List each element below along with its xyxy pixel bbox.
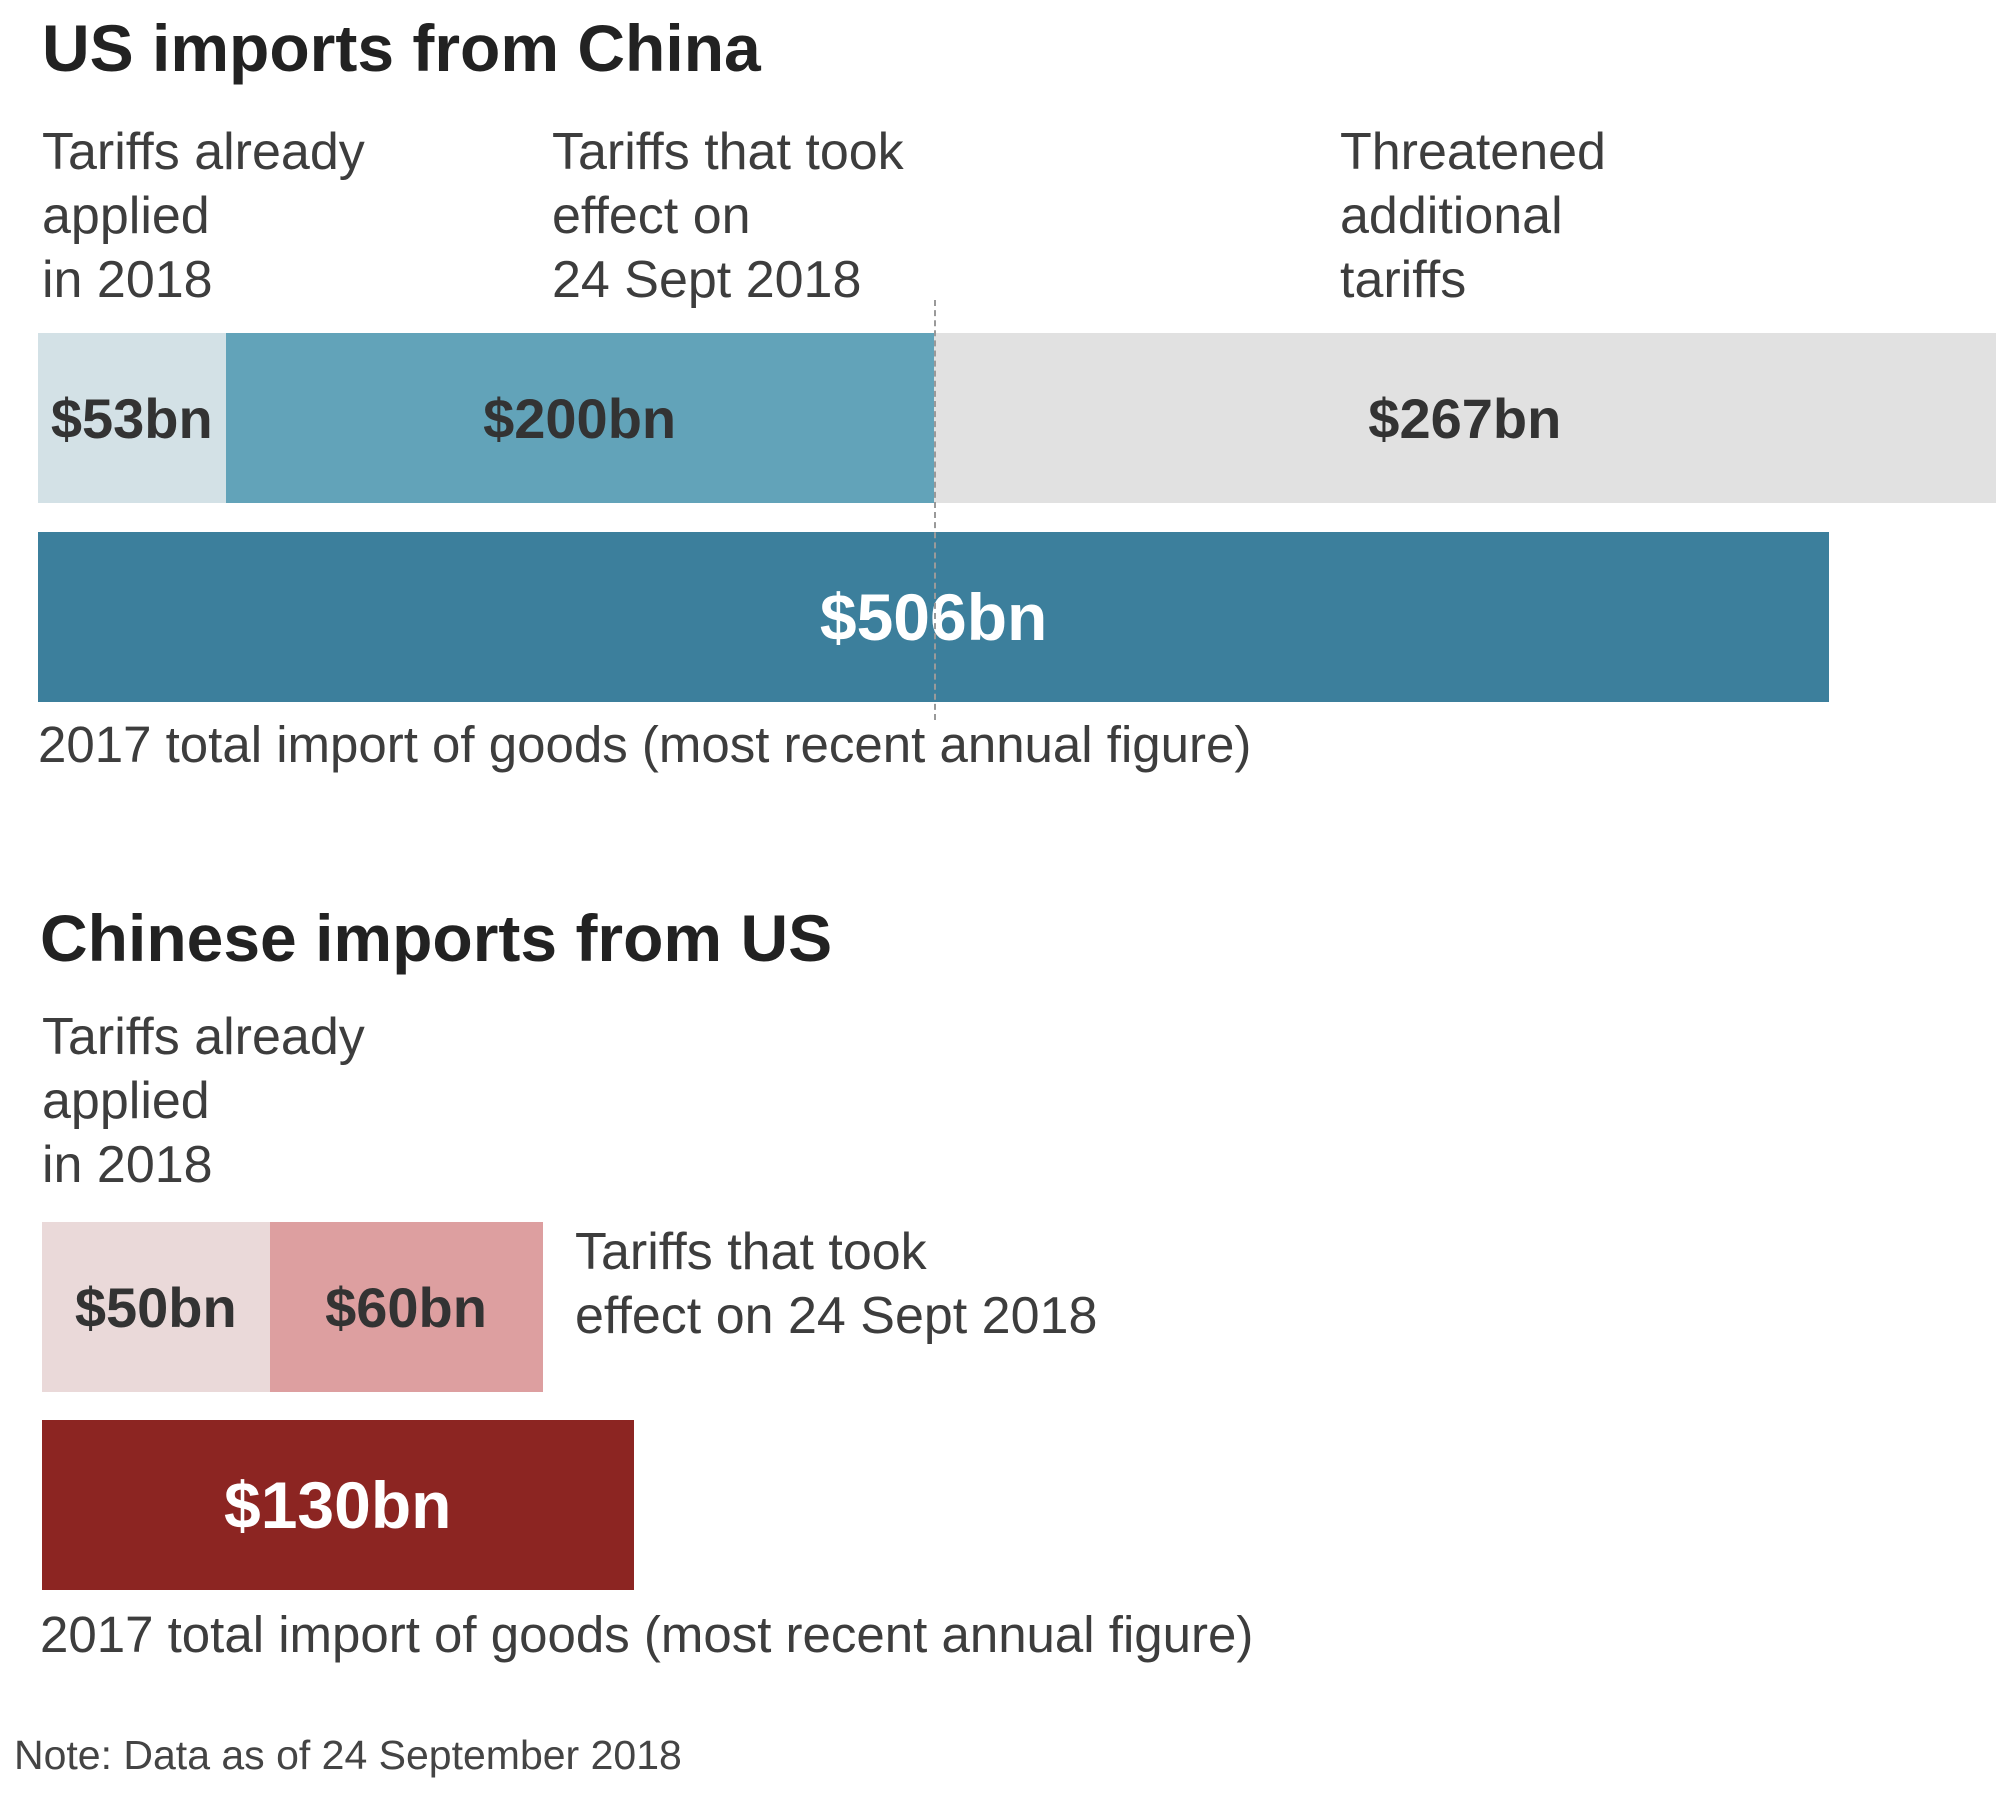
chart1-segment-label-3: Threatened additional tariffs xyxy=(1340,123,1606,309)
chart2-total-value-label: $130bn xyxy=(224,1468,452,1542)
chart2-segment-1: $50bn xyxy=(42,1222,270,1392)
chart1-segment-label-2: Tariffs that took effect on 24 Sept 2018 xyxy=(552,123,904,309)
chart1-title: US imports from China xyxy=(42,11,761,85)
chart1-divider-line xyxy=(933,300,936,720)
chart1-segment-3: $267bn xyxy=(933,333,1996,503)
chart1-segment-2-value-label: $200bn xyxy=(483,386,677,450)
chart2-total-caption: 2017 total import of goods (most recent … xyxy=(40,1606,1254,1663)
chart1-segment-1: $53bn xyxy=(38,333,226,503)
chart2-segment-2: $60bn xyxy=(269,1222,543,1392)
chart1-segment-2: $200bn xyxy=(225,333,934,503)
chart1-segment-1-value-label: $53bn xyxy=(50,386,213,450)
chart2-total-bar: $130bn xyxy=(42,1420,634,1590)
chart2-title: Chinese imports from US xyxy=(40,901,833,975)
chart2-segment-2-value-label: $60bn xyxy=(325,1275,487,1339)
chart1-segment-3-value-label: $267bn xyxy=(1368,386,1562,450)
chart1-segment-label-1: Tariffs already applied in 2018 xyxy=(42,123,365,309)
chart2-segment-label-2: Tariffs that took effect on 24 Sept 2018 xyxy=(575,1223,1098,1345)
source-note: Note: Data as of 24 September 2018 xyxy=(14,1732,682,1778)
chart1-total-caption: 2017 total import of goods (most recent … xyxy=(38,716,1252,773)
chart2-segment-1-value-label: $50bn xyxy=(74,1275,237,1339)
chart2-segment-label-1: Tariffs already applied in 2018 xyxy=(42,1008,365,1194)
